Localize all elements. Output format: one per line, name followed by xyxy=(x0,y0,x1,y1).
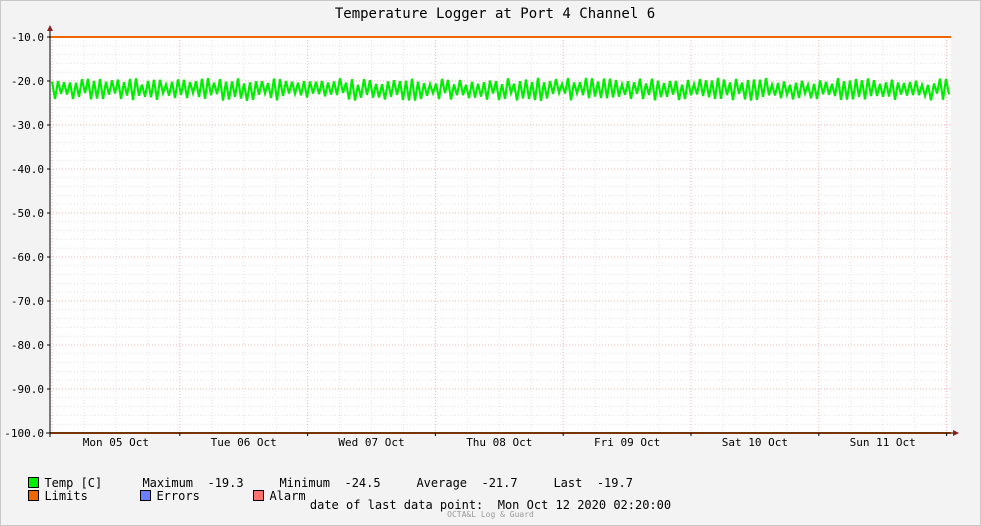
axes xyxy=(46,25,959,437)
last-value: -19.7 xyxy=(596,476,633,490)
min-label: Minimum xyxy=(279,476,331,490)
max-label: Maximum xyxy=(142,476,194,490)
x-tick-label: Mon 05 Oct xyxy=(83,436,149,449)
max-value: -19.3 xyxy=(207,476,244,490)
errors-swatch xyxy=(140,490,152,501)
x-axis-ticks: Mon 05 Oct Tue 06 Oct Wed 07 Oct Thu 08 Oct… xyxy=(83,433,948,449)
temp-series xyxy=(50,77,951,101)
limits-label: Limits xyxy=(44,489,88,503)
stat-min: Minimum -24.5 xyxy=(265,462,381,490)
legend-row-limits: Limits xyxy=(14,475,88,503)
y-axis-ticks: -10.0 -20.0 -30.0 -40.0 -50.0 -60.0 -70.0 -80.0… xyxy=(4,31,50,440)
legend-alarm: Alarm xyxy=(239,475,306,503)
legend-row-temp: Temp [C] xyxy=(14,462,102,490)
chart-title: Temperature Logger at Port 4 Channel 6 xyxy=(335,6,655,22)
min-value: -24.5 xyxy=(344,476,381,490)
last-label: Last xyxy=(553,476,583,490)
y-axis-arrow xyxy=(47,25,53,31)
temp-swatch xyxy=(28,477,40,488)
plot-area xyxy=(50,37,951,433)
y-tick-label: -30.0 xyxy=(11,119,44,132)
stat-avg: Average -21.7 xyxy=(402,462,518,490)
y-tick-label: -80.0 xyxy=(11,339,44,352)
x-tick-label: Sat 10 Oct xyxy=(722,436,788,449)
y-tick-label: -70.0 xyxy=(11,295,44,308)
y-tick-label: -20.0 xyxy=(11,75,44,88)
x-tick-label: Tue 06 Oct xyxy=(211,436,277,449)
y-tick-label: -100.0 xyxy=(4,427,44,440)
avg-value: -21.7 xyxy=(481,476,518,490)
x-tick-label: Fri 09 Oct xyxy=(594,436,660,449)
stat-max: Maximum -19.3 xyxy=(128,462,244,490)
y-tick-label: -60.0 xyxy=(11,251,44,264)
alarm-label: Alarm xyxy=(269,489,306,503)
x-tick-label: Thu 08 Oct xyxy=(466,436,532,449)
x-tick-label: Sun 11 Oct xyxy=(850,436,916,449)
y-tick-label: -90.0 xyxy=(11,383,44,396)
temp-line xyxy=(50,77,951,101)
y-tick-label: -40.0 xyxy=(11,163,44,176)
alarm-swatch xyxy=(253,490,265,501)
x-tick-label: Wed 07 Oct xyxy=(338,436,404,449)
legend-errors: Errors xyxy=(126,475,200,503)
last-point-value: Mon Oct 12 2020 02:20:00 xyxy=(497,498,672,512)
last-point-label: date of last data point: xyxy=(309,498,484,512)
credit: OCTA&L Log & Guard xyxy=(447,510,534,519)
stat-last: Last -19.7 xyxy=(539,462,633,490)
temperature-chart: Temperature Logger at Port 4 Channel 6 -… xyxy=(4,6,959,449)
temp-label: Temp [C] xyxy=(44,476,103,490)
last-data-point: date of last data point: Mon Oct 12 2020… xyxy=(0,498,981,512)
y-tick-label: -50.0 xyxy=(11,207,44,220)
x-axis-arrow xyxy=(953,430,959,436)
y-tick-label: -10.0 xyxy=(11,31,44,44)
errors-label: Errors xyxy=(156,489,200,503)
limits-swatch xyxy=(28,490,40,501)
avg-label: Average xyxy=(416,476,468,490)
